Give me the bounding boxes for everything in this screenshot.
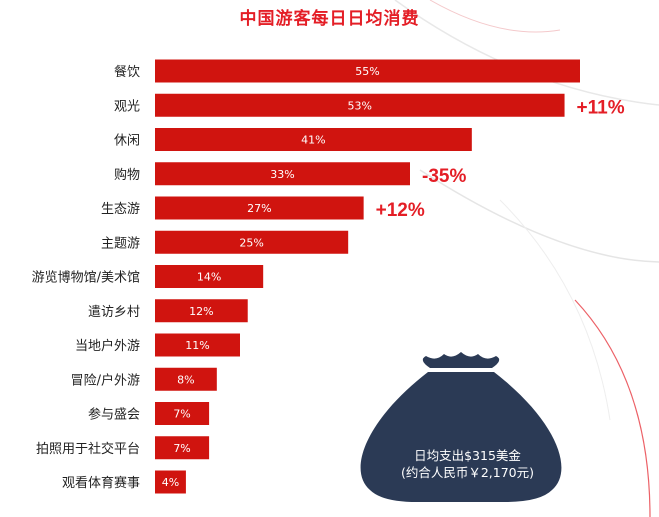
change-label: +12% [376,200,425,221]
bar-value-label: 8% [177,373,194,386]
bar-value-label: 41% [301,134,325,147]
bar [155,93,565,117]
daily-spend-rmb-text: (约合人民币￥2,170元) [400,465,535,480]
chart-title: 中国游客每日日均消费 [239,9,420,29]
bar [155,196,364,220]
bar [155,436,210,460]
decorative-curve [419,169,659,263]
bar-value-label: 55% [355,65,379,78]
category-label: 观光 [114,99,140,114]
bar-value-label: 7% [173,408,190,421]
bar [155,230,349,254]
category-label: 游览博物馆/美术馆 [32,270,140,286]
category-label: 遣访乡村 [88,305,140,320]
money-bag-top [422,352,500,368]
category-label: 参与盛会 [88,407,140,423]
category-label: 生态游 [101,202,140,217]
bar-value-label: 4% [162,476,179,489]
change-label: +11% [577,97,625,118]
decorative-curve [574,299,651,517]
bar-value-label: 25% [239,236,263,249]
decorative-curve [499,199,611,421]
bar-value-label: 53% [348,99,372,112]
bar-value-label: 27% [247,202,271,215]
bar [155,265,264,288]
bar-value-label: 7% [173,442,190,455]
bar-value-label: 12% [189,305,213,318]
bar-value-label: 11% [185,339,209,352]
bar-value-label: 14% [197,271,221,284]
decorative-curve [429,0,561,33]
money-bag-icon [360,352,562,502]
category-label: 休闲 [114,134,140,149]
category-label: 主题游 [101,236,140,251]
daily-spend-text: 日均支出$315美金 [414,448,521,463]
category-label: 观看体育赛事 [62,475,140,491]
change-label: -35% [422,166,466,187]
category-label: 餐饮 [114,64,140,80]
bar [155,367,217,391]
bar [155,162,410,186]
bar-value-label: 33% [270,168,294,181]
bar [155,128,472,151]
bar [155,402,210,425]
bar [155,299,248,323]
category-label: 拍照用于社交平台 [36,441,140,457]
money-bag-body [360,372,562,502]
bar [155,333,240,357]
bar [155,470,186,494]
category-label: 当地户外游 [75,338,140,354]
category-label: 冒险/户外游 [71,372,140,388]
category-label: 购物 [114,167,140,183]
bar [155,59,580,83]
